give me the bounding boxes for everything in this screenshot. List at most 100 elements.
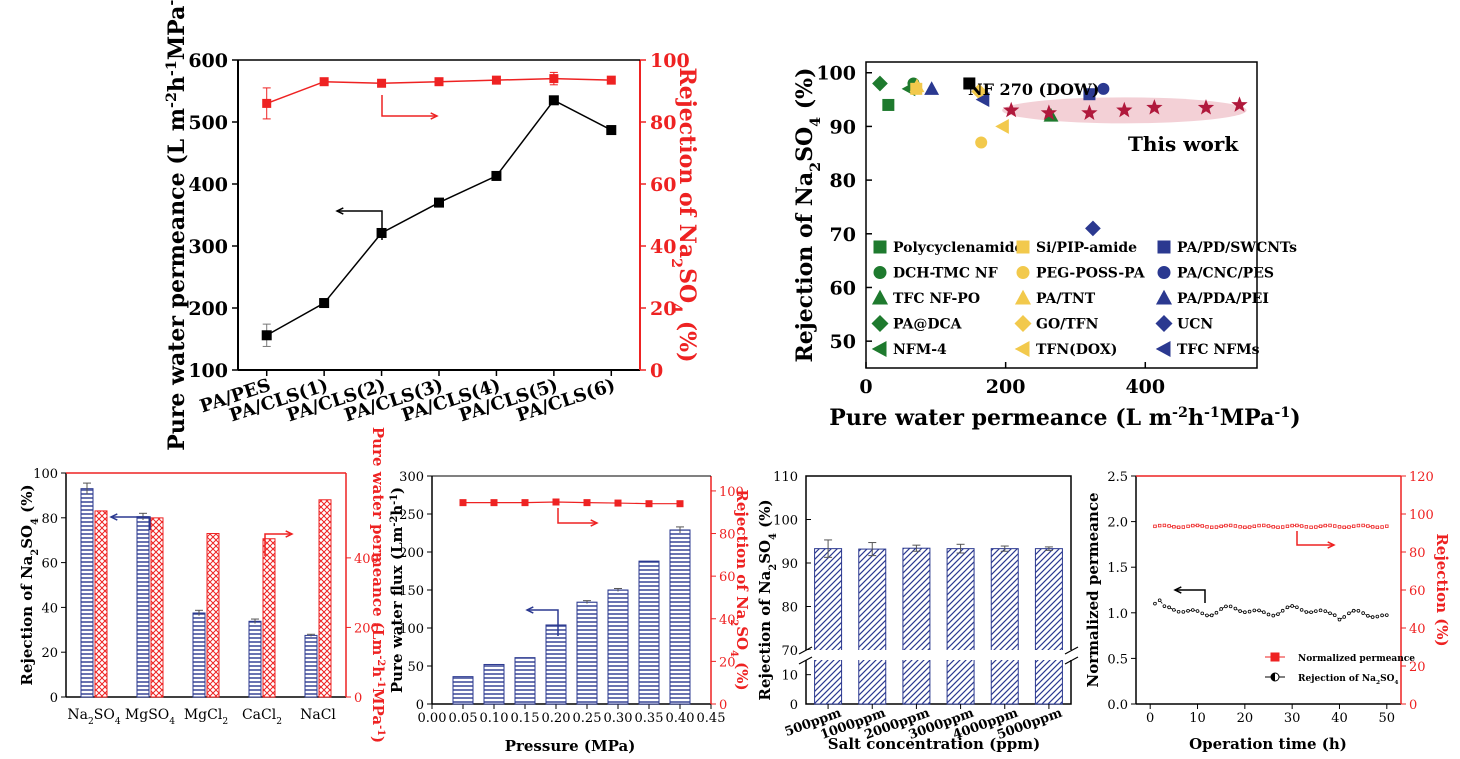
f-point-permeance <box>1370 615 1375 619</box>
a-y2tick-label: 80 <box>650 112 676 134</box>
f-y2label: Rejection (%) <box>1433 533 1451 646</box>
a-ytick-label: 500 <box>188 112 228 134</box>
f-point-rejection <box>1337 525 1342 529</box>
d-point-rejection <box>676 500 684 508</box>
d-point-rejection <box>490 499 498 507</box>
d-bar-flux <box>576 601 598 705</box>
e-bar-rejection <box>814 548 843 705</box>
a-series-permeance-line <box>266 99 612 336</box>
f-point-permeance <box>1172 608 1176 612</box>
f-point-permeance <box>1247 609 1252 614</box>
e-ytick-label: 80 <box>781 601 798 616</box>
b-point <box>1116 101 1133 118</box>
f-point-rejection <box>1172 525 1176 529</box>
f-point-rejection <box>1167 524 1171 528</box>
a-point-permeance <box>261 330 272 341</box>
b-legend-marker <box>873 240 887 254</box>
f-point-rejection <box>1385 524 1389 528</box>
f-ytick-label: 0.0 <box>1107 698 1128 713</box>
c-xtick-label: Na2SO4 <box>67 707 120 727</box>
d-point-rejection <box>521 499 529 507</box>
f-point-rejection <box>1304 525 1309 529</box>
c-xtick-label: MgSO4 <box>125 707 175 727</box>
a-point-rejection <box>319 77 329 87</box>
e-frame <box>805 475 1072 705</box>
e-ytick-label: 10 <box>781 669 798 684</box>
f-point-permeance <box>1219 607 1223 611</box>
c-ytick-label: 0 <box>50 691 58 706</box>
f-point-permeance <box>1243 610 1247 615</box>
f-arrow-right-head <box>1327 541 1336 549</box>
b-point <box>1146 99 1163 115</box>
f-y2tick-label: 20 <box>1409 660 1426 675</box>
c-ytick-label: 60 <box>41 557 58 572</box>
b-ytick-label: 60 <box>830 277 856 299</box>
f-point-rejection <box>1195 523 1200 528</box>
b-point <box>882 98 895 111</box>
f-series-rejection-line <box>1154 525 1387 528</box>
b-point <box>872 75 888 92</box>
f-point-rejection <box>1314 525 1318 529</box>
d-bar-flux <box>545 624 567 705</box>
f-point-rejection <box>1356 523 1361 528</box>
d-y2label: Rejection of Na2SO4 (%) <box>729 489 752 690</box>
c-arrow-left <box>111 516 151 530</box>
c-arrow-right-head <box>285 530 294 538</box>
b-point <box>924 81 940 95</box>
f-point-rejection <box>1219 524 1223 529</box>
f-legend-marker-half <box>1271 673 1275 681</box>
d-xtick-label: 0.10 <box>480 711 509 726</box>
a-point-rejection <box>549 74 559 84</box>
f-point-permeance <box>1205 613 1209 618</box>
d-ylabel: Pure water flux (Lm-2h-1) <box>388 487 406 693</box>
b-legend-marker <box>1014 340 1030 358</box>
f-point-permeance <box>1375 614 1380 619</box>
a-point-permeance <box>319 298 330 309</box>
f-point-rejection <box>1176 525 1181 529</box>
d-xtick-label: 0.45 <box>697 711 726 726</box>
b-ytick-label: 90 <box>830 116 856 138</box>
a-point-permeance <box>548 95 559 106</box>
b-legend-marker <box>1155 340 1171 358</box>
d-y2tick-label: 0 <box>719 698 727 713</box>
b-legend-label: Polycyclenamide <box>893 240 1024 256</box>
d-point-rejection <box>459 499 467 507</box>
a-point-permeance <box>434 197 444 208</box>
a-ytick-label: 400 <box>188 174 228 196</box>
f-xtick-label: 30 <box>1284 711 1301 726</box>
a-point-rejection <box>434 77 444 87</box>
f-point-permeance <box>1280 608 1285 613</box>
b-ylabel: Rejection of Na2SO4 (%) <box>792 67 824 362</box>
f-point-permeance <box>1181 610 1186 614</box>
f-point-permeance <box>1257 608 1261 613</box>
c-bar-rejection <box>192 612 206 698</box>
f-xtick-label: 0 <box>1146 711 1154 726</box>
f-y2tick-label: 100 <box>1409 508 1434 523</box>
a-ytick-label: 200 <box>188 298 228 320</box>
a-ytick-label: 100 <box>188 360 228 382</box>
d-point-rejection <box>645 500 653 508</box>
f-point-permeance <box>1162 604 1167 608</box>
f-point-permeance <box>1385 613 1389 617</box>
f-point-permeance <box>1361 611 1365 615</box>
f-point-rejection <box>1181 525 1186 529</box>
b-legend-label: GO/TFN <box>1036 317 1099 333</box>
f-legend-marker <box>1270 652 1280 662</box>
b-legend-label: Si/PIP-amide <box>1036 240 1137 256</box>
b-legend-label: PA/TNT <box>1036 291 1096 307</box>
d-ytick-label: 0 <box>416 698 424 713</box>
d-bar-flux <box>483 663 505 705</box>
c-bar-permeance <box>94 510 108 698</box>
f-point-permeance <box>1224 604 1228 609</box>
f-point-rejection <box>1290 523 1294 528</box>
f-point-rejection <box>1243 525 1247 529</box>
b-annotation-thiswork: This work <box>1128 132 1239 156</box>
a-point-rejection <box>377 78 387 88</box>
b-point <box>963 77 976 90</box>
f-point-permeance <box>1309 610 1313 615</box>
f-point-permeance <box>1299 608 1304 612</box>
b-legend-label: PA/PDA/PEI <box>1177 291 1269 307</box>
d-bar-flux <box>669 529 691 705</box>
c-y2tick-label: 0 <box>354 691 362 706</box>
d-y2tick-label: 20 <box>719 655 736 670</box>
